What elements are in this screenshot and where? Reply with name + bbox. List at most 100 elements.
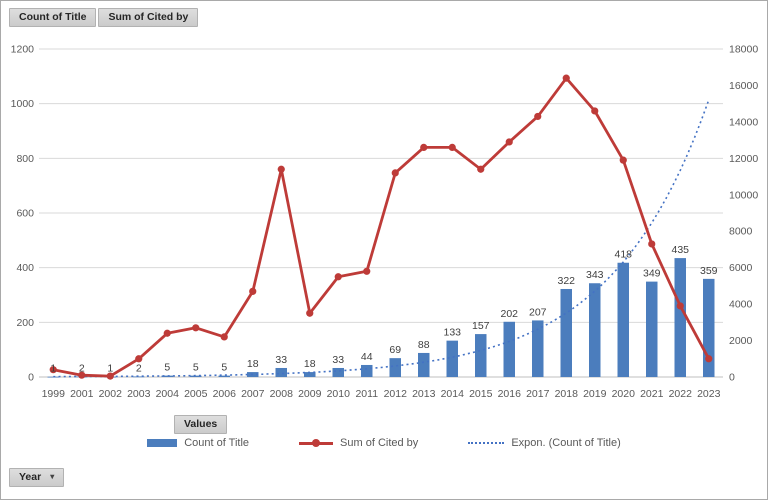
x-axis-label: 2013 bbox=[412, 388, 436, 400]
line-marker-icon bbox=[312, 439, 321, 447]
bar-count-of-title[interactable] bbox=[646, 281, 658, 377]
bar-count-of-title[interactable] bbox=[47, 376, 60, 378]
x-axis-label: 2003 bbox=[127, 388, 151, 400]
bar-count-of-title[interactable] bbox=[532, 320, 544, 377]
x-axis-label: 2011 bbox=[355, 388, 378, 400]
y-axis-label-right: 4000 bbox=[729, 299, 753, 311]
y-axis-label-left: 600 bbox=[16, 208, 34, 220]
bar-data-label: 5 bbox=[164, 362, 170, 374]
bar-count-of-title[interactable] bbox=[589, 283, 601, 377]
y-axis-label-left: 400 bbox=[16, 262, 34, 274]
x-axis-label: 2018 bbox=[555, 388, 579, 400]
line-point-sum-of-cited-by[interactable] bbox=[648, 240, 656, 248]
line-point-sum-of-cited-by[interactable] bbox=[420, 143, 428, 151]
line-point-sum-of-cited-by[interactable] bbox=[676, 302, 684, 310]
line-point-sum-of-cited-by[interactable] bbox=[306, 309, 314, 317]
y-axis-label-left: 1000 bbox=[11, 98, 35, 110]
bar-count-of-title[interactable] bbox=[617, 262, 630, 377]
bar-count-of-title[interactable] bbox=[275, 367, 288, 377]
x-axis-label: 2009 bbox=[298, 388, 322, 400]
line-point-sum-of-cited-by[interactable] bbox=[192, 324, 200, 332]
x-axis-label: 2021 bbox=[640, 388, 664, 400]
bar-data-label: 2 bbox=[79, 362, 85, 374]
bar-data-label: 207 bbox=[529, 306, 547, 318]
line-point-sum-of-cited-by[interactable] bbox=[49, 366, 57, 374]
bar-data-label: 1 bbox=[50, 363, 56, 375]
legend-item-count-of-title[interactable]: Count of Title bbox=[147, 437, 249, 449]
line-point-sum-of-cited-by[interactable] bbox=[534, 112, 542, 121]
bar-count-of-title[interactable] bbox=[361, 364, 373, 377]
bar-swatch-icon bbox=[147, 439, 178, 447]
bar-count-of-title[interactable] bbox=[133, 376, 145, 378]
chart-legend: Count of Title Sum of Cited by Expon. (C… bbox=[1, 437, 767, 449]
dropdown-arrow-icon: ▾ bbox=[50, 472, 55, 482]
legend-item-expon-trendline[interactable]: Expon. (Count of Title) bbox=[468, 437, 621, 449]
bar-count-of-title[interactable] bbox=[418, 352, 430, 377]
x-axis-label: 2016 bbox=[498, 388, 522, 400]
x-axis-label: 1999 bbox=[42, 388, 66, 400]
y-axis-label-left: 800 bbox=[16, 153, 34, 165]
values-axis-field-button[interactable]: Values bbox=[174, 415, 228, 434]
bar-count-of-title[interactable] bbox=[703, 278, 715, 377]
year-button-label: Year bbox=[19, 471, 42, 483]
bar-count-of-title[interactable] bbox=[332, 367, 345, 377]
line-point-sum-of-cited-by[interactable] bbox=[591, 107, 599, 115]
line-point-sum-of-cited-by[interactable] bbox=[163, 329, 171, 337]
bar-count-of-title[interactable] bbox=[503, 321, 516, 377]
line-point-sum-of-cited-by[interactable] bbox=[334, 273, 342, 281]
bar-data-label: 44 bbox=[361, 351, 373, 363]
bar-count-of-title[interactable] bbox=[190, 375, 202, 377]
line-point-sum-of-cited-by[interactable] bbox=[505, 138, 513, 146]
y-axis-label-right: 2000 bbox=[729, 335, 753, 347]
bar-data-label: 33 bbox=[332, 354, 344, 366]
bar-data-label: 18 bbox=[304, 358, 316, 370]
bar-data-label: 88 bbox=[418, 339, 430, 351]
bar-count-of-title[interactable] bbox=[218, 375, 231, 377]
x-axis-label: 2019 bbox=[583, 388, 607, 400]
line-point-sum-of-cited-by[interactable] bbox=[619, 156, 627, 164]
line-point-sum-of-cited-by[interactable] bbox=[220, 333, 228, 341]
line-point-sum-of-cited-by[interactable] bbox=[78, 371, 86, 379]
bar-count-of-title[interactable] bbox=[475, 334, 487, 377]
y-axis-label-right: 6000 bbox=[729, 262, 753, 274]
bar-count-of-title[interactable] bbox=[674, 258, 687, 377]
legend-label: Count of Title bbox=[184, 437, 250, 449]
bar-count-of-title[interactable] bbox=[161, 375, 174, 377]
bar-count-of-title[interactable] bbox=[446, 340, 459, 377]
x-axis-label: 2010 bbox=[327, 388, 351, 400]
line-point-sum-of-cited-by[interactable] bbox=[249, 287, 257, 295]
line-point-sum-of-cited-by[interactable] bbox=[448, 143, 456, 151]
line-point-sum-of-cited-by[interactable] bbox=[277, 165, 285, 173]
y-axis-label-right: 12000 bbox=[729, 153, 758, 165]
field-button-sum-of-cited-by[interactable]: Sum of Cited by bbox=[98, 8, 199, 27]
bar-count-of-title[interactable] bbox=[389, 358, 402, 377]
y-axis-label-right: 8000 bbox=[729, 226, 753, 238]
legend-item-sum-of-cited-by[interactable]: Sum of Cited by bbox=[299, 437, 418, 449]
line-point-sum-of-cited-by[interactable] bbox=[363, 267, 371, 275]
line-point-sum-of-cited-by[interactable] bbox=[135, 355, 143, 363]
bar-data-label: 202 bbox=[500, 308, 518, 320]
x-axis-label: 2007 bbox=[241, 388, 265, 400]
bar-data-label: 2 bbox=[136, 362, 142, 374]
line-point-sum-of-cited-by[interactable] bbox=[705, 355, 713, 363]
field-button-count-of-title[interactable]: Count of Title bbox=[9, 8, 97, 27]
line-sum-of-cited-by[interactable] bbox=[53, 76, 711, 378]
year-axis-field-button[interactable]: Year ▾ bbox=[9, 468, 65, 487]
x-axis-label: 2004 bbox=[156, 388, 180, 400]
pivot-field-buttons: Count of Title Sum of Cited by bbox=[9, 8, 199, 27]
bar-data-label: 359 bbox=[700, 265, 718, 277]
line-point-sum-of-cited-by[interactable] bbox=[391, 169, 399, 177]
x-axis-label: 2008 bbox=[270, 388, 294, 400]
trendline-expon[interactable] bbox=[53, 99, 710, 378]
line-point-sum-of-cited-by[interactable] bbox=[477, 165, 485, 173]
bar-count-of-title[interactable] bbox=[560, 288, 573, 377]
bar-count-of-title[interactable] bbox=[304, 372, 316, 377]
bar-data-label: 435 bbox=[671, 244, 689, 256]
x-axis-label: 2002 bbox=[99, 388, 123, 400]
bar-data-label: 69 bbox=[389, 344, 401, 356]
line-point-sum-of-cited-by[interactable] bbox=[106, 372, 114, 380]
y-axis-label-left: 1200 bbox=[11, 44, 35, 56]
legend-label: Expon. (Count of Title) bbox=[511, 437, 621, 449]
line-point-sum-of-cited-by[interactable] bbox=[562, 74, 570, 82]
